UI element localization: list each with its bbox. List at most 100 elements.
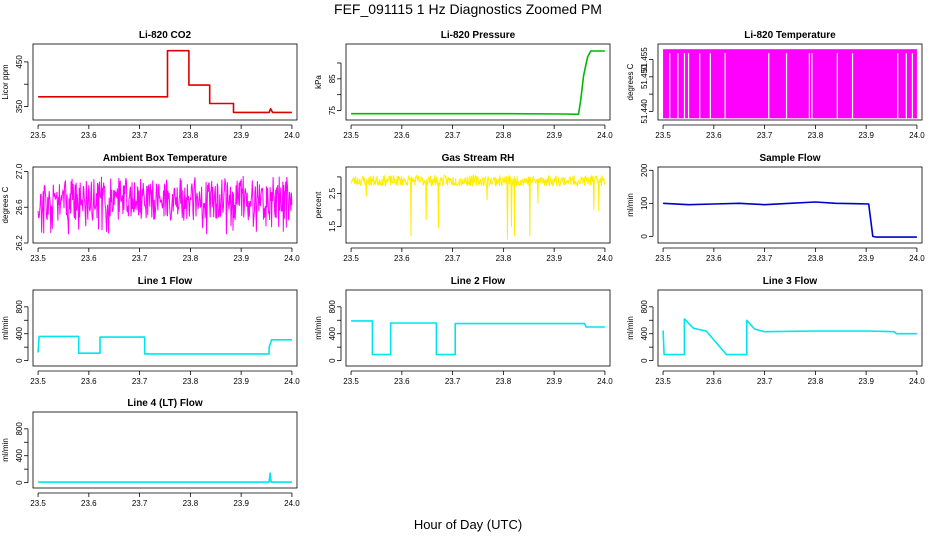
li-820-temperature-signal-gap <box>811 53 813 119</box>
li-820-temperature-title: Li-820 Temperature <box>744 30 836 41</box>
line-1-flow-ylabel: ml/min <box>1 316 10 340</box>
line-2-flow-y-axis: 0 400 800 <box>328 300 342 363</box>
ambient-box-temperature-y-tick-label: 26.2 <box>15 235 24 251</box>
line-2-flow-x-tick-label: 23.5 <box>343 377 359 386</box>
line-4-lt-flow-frame <box>32 411 298 489</box>
line-2-flow-x-axis: 23.5 23.6 23.7 23.8 23.9 24.0 <box>343 370 613 386</box>
gas-stream-rh-y-axis: 1.5 2.5 <box>328 176 342 232</box>
sample-flow-y-axis: 0 100 200 <box>640 163 654 239</box>
line-1-flow-x-tick-label: 23.6 <box>81 377 97 386</box>
gas-stream-rh-x-tick-label: 23.6 <box>394 254 410 263</box>
line-1-flow-x-tick-label: 23.5 <box>30 377 46 386</box>
sample-flow-x-tick-label: 23.9 <box>858 254 874 263</box>
li-820-pressure-frame <box>345 43 611 121</box>
ambient-box-temperature-x-tick-label: 23.9 <box>233 254 249 263</box>
chart-sample-flow: Sample Flow ml/min 23.5 23.6 23.7 23.8 23.9 24.… <box>626 153 925 263</box>
line-3-flow-x-tick-label: 23.8 <box>808 377 824 386</box>
li-820-temperature-signal-gap <box>911 53 914 119</box>
line-2-flow-ylabel: ml/min <box>314 316 323 340</box>
sample-flow-y-tick-label: 0 <box>640 234 649 239</box>
ambient-box-temperature-y-tick-label: 27.0 <box>15 163 24 179</box>
ambient-box-temperature-frame <box>32 166 298 244</box>
li-820-temperature-signal-gap <box>785 53 788 119</box>
line-3-flow-y-axis: 0 400 800 <box>640 300 654 363</box>
li-820-temperature-y-tick-label: 51.450 <box>640 64 649 89</box>
line-4-lt-flow-x-tick-label: 23.7 <box>132 499 148 508</box>
li-820-pressure-y-axis: 75 85 <box>328 62 342 115</box>
sample-flow-x-tick-label: 24.0 <box>909 254 925 263</box>
li-820-pressure-x-tick-label: 23.8 <box>496 131 512 140</box>
chart-line-4-lt-flow: Line 4 (LT) Flow ml/min 23.5 23.6 23.7 23.8 23… <box>1 398 300 508</box>
gas-stream-rh-x-tick-label: 23.8 <box>496 254 512 263</box>
ambient-box-temperature-title: Ambient Box Temperature <box>103 153 228 164</box>
gas-stream-rh-y-tick-label: 2.5 <box>328 187 337 199</box>
gas-stream-rh-series-line <box>350 173 606 240</box>
line-3-flow-x-tick-label: 23.9 <box>858 377 874 386</box>
li-820-pressure-series-line <box>351 50 605 116</box>
line-1-flow-x-tick-label: 23.9 <box>233 377 249 386</box>
chart-line-2-flow: Line 2 Flow ml/min 23.5 23.6 23.7 23.8 23.9 24.… <box>314 276 613 386</box>
li-820-temperature-signal-gap <box>768 53 770 119</box>
li-820-temperature-ylabel: degrees C <box>626 63 635 100</box>
line-3-flow-title: Line 3 Flow <box>763 276 818 287</box>
line-1-flow-title: Line 1 Flow <box>138 276 193 287</box>
line-4-lt-flow-x-tick-label: 24.0 <box>284 499 300 508</box>
line-2-flow-x-tick-label: 24.0 <box>597 377 613 386</box>
line-4-lt-flow-y-tick-label: 0 <box>15 480 24 485</box>
line-2-flow-y-tick-label: 800 <box>328 300 337 314</box>
ambient-box-temperature-data <box>37 175 293 235</box>
li-820-co2-y-tick-label: 450 <box>15 55 24 69</box>
li-820-temperature-signal-gap <box>683 53 686 119</box>
sample-flow-x-tick-label: 23.8 <box>808 254 824 263</box>
li-820-temperature-signal-gap <box>687 53 690 119</box>
line-4-lt-flow-x-tick-label: 23.9 <box>233 499 249 508</box>
ambient-box-temperature-x-tick-label: 24.0 <box>284 254 300 263</box>
li-820-temperature-frame <box>657 43 923 121</box>
gas-stream-rh-x-tick-label: 23.5 <box>343 254 359 263</box>
gas-stream-rh-x-tick-label: 23.9 <box>546 254 562 263</box>
li-820-co2-x-tick-label: 23.7 <box>132 131 148 140</box>
line-4-lt-flow-x-tick-label: 23.5 <box>30 499 46 508</box>
gas-stream-rh-title: Gas Stream RH <box>442 153 515 164</box>
line-4-lt-flow-ylabel: ml/min <box>1 438 10 462</box>
line-1-flow-x-tick-label: 23.8 <box>183 377 199 386</box>
gas-stream-rh-ylabel: percent <box>314 191 323 218</box>
gas-stream-rh-x-axis: 23.5 23.6 23.7 23.8 23.9 24.0 <box>343 247 613 263</box>
line-3-flow-x-axis: 23.5 23.6 23.7 23.8 23.9 24.0 <box>655 370 925 386</box>
li-820-co2-x-tick-label: 23.9 <box>233 131 249 140</box>
line-3-flow-x-tick-label: 23.7 <box>757 377 773 386</box>
li-820-pressure-x-tick-label: 23.5 <box>343 131 359 140</box>
li-820-temperature-x-tick-label: 23.7 <box>757 131 773 140</box>
li-820-co2-ylabel: Licor ppm <box>1 64 10 99</box>
li-820-co2-frame <box>32 43 298 121</box>
line-3-flow-x-tick-label: 23.6 <box>706 377 722 386</box>
li-820-temperature-signal-gap <box>669 53 671 119</box>
sample-flow-x-tick-label: 23.5 <box>655 254 671 263</box>
line-4-lt-flow-title: Line 4 (LT) Flow <box>127 398 203 409</box>
li-820-temperature-x-tick-label: 23.6 <box>706 131 722 140</box>
li-820-pressure-x-tick-label: 23.9 <box>546 131 562 140</box>
line-1-flow-y-tick-label: 800 <box>15 300 24 314</box>
line-1-flow-y-tick-label: 0 <box>15 358 24 363</box>
line-3-flow-x-tick-label: 23.5 <box>655 377 671 386</box>
line-3-flow-y-tick-label: 800 <box>640 300 649 314</box>
line-2-flow-y-tick-label: 400 <box>328 326 337 340</box>
line-1-flow-x-tick-label: 23.7 <box>132 377 148 386</box>
li-820-temperature-signal-gap <box>677 53 679 119</box>
line-4-lt-flow-x-tick-label: 23.8 <box>183 499 199 508</box>
li-820-temperature-data <box>663 49 917 119</box>
li-820-temperature-signal-gap <box>851 53 854 119</box>
chart-line-3-flow: Line 3 Flow ml/min 23.5 23.6 23.7 23.8 23.9 24.… <box>626 276 925 386</box>
line-1-flow-y-tick-label: 400 <box>15 326 24 340</box>
sample-flow-x-tick-label: 23.7 <box>757 254 773 263</box>
ambient-box-temperature-ylabel: degrees C <box>1 186 10 223</box>
li-820-temperature-signal-gap <box>836 53 838 119</box>
line-1-flow-x-tick-label: 24.0 <box>284 377 300 386</box>
li-820-pressure-x-tick-label: 23.6 <box>394 131 410 140</box>
line-4-lt-flow-x-tick-label: 23.6 <box>81 499 97 508</box>
line-3-flow-x-tick-label: 24.0 <box>909 377 925 386</box>
line-2-flow-title: Line 2 Flow <box>451 276 506 287</box>
